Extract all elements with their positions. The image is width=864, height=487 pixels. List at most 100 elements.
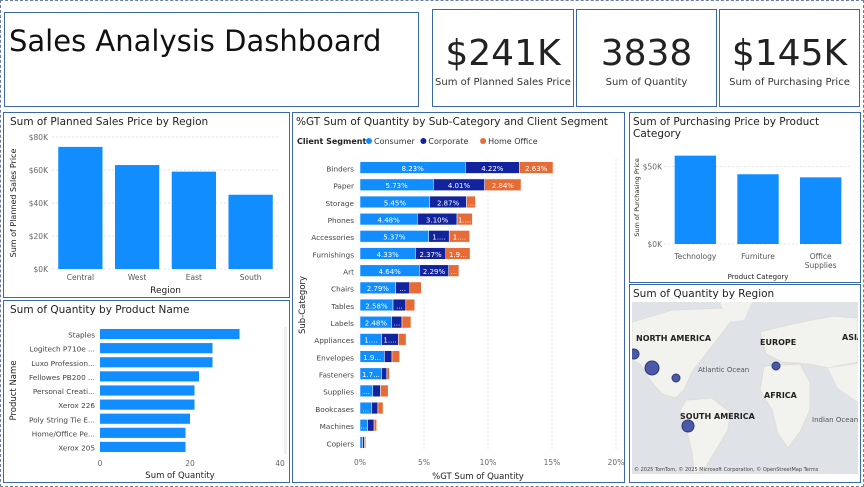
bar-east[interactable]	[171, 171, 217, 269]
subcategory-chart-panel[interactable]: %GT Sum of Quantity by Sub-Category and …	[292, 112, 625, 483]
kpi-card-quantity[interactable]: 3838 Sum of Quantity	[576, 9, 717, 107]
bar-segment[interactable]	[386, 367, 390, 380]
bar-segment[interactable]	[448, 264, 460, 277]
data-label: 2.84%	[492, 182, 515, 190]
y-tick-label: $80K	[29, 133, 49, 142]
data-label: 1....	[432, 234, 445, 242]
legend-item: Consumer	[374, 137, 416, 146]
bar-segment[interactable]	[445, 247, 471, 260]
purchasing-bar-chart[interactable]: $0K $50K Technology Furniture OfficeSupplies…	[630, 113, 860, 282]
kpi-card-purchasing[interactable]: $145K Sum of Purchasing Price	[719, 9, 860, 107]
x-tick-label: Furniture	[741, 252, 775, 261]
bar-segment[interactable]	[377, 401, 384, 415]
bar-product[interactable]	[100, 343, 213, 354]
bar-segment[interactable]	[401, 316, 412, 329]
data-label: 2.79%	[367, 285, 390, 293]
data-label: 1.9...	[449, 251, 467, 259]
bar-segment[interactable]	[405, 298, 416, 312]
y-axis-title: Sub-Category	[298, 276, 308, 334]
y-tick-label: Furnishings	[313, 250, 355, 259]
bar-segment[interactable]	[448, 230, 470, 243]
bar-product[interactable]	[100, 371, 199, 382]
bar-segment[interactable]	[409, 281, 422, 294]
map-attribution[interactable]: © 2025 TomTom, © 2025 Microsoft Corporat…	[634, 466, 819, 473]
bar-product[interactable]	[100, 413, 190, 424]
map-bubble-west[interactable]	[632, 348, 640, 360]
bar-product[interactable]	[100, 385, 195, 396]
bar-south[interactable]	[228, 194, 273, 269]
bar-category[interactable]	[737, 174, 779, 244]
europe-landmass	[759, 315, 858, 369]
x-axis-title: %GT Sum of Quantity	[432, 472, 524, 482]
data-label: ...	[399, 285, 406, 293]
product-chart-panel[interactable]: Sum of Quantity by Product Name 0 20 40 Sta…	[3, 300, 290, 483]
y-tick-label: Tables	[330, 302, 354, 311]
kpi-card-planned-sales[interactable]: $241K Sum of Planned Sales Price	[432, 9, 574, 107]
y-tick-label: Machines	[320, 422, 355, 431]
bar-segment[interactable]	[372, 384, 381, 397]
bar-product[interactable]	[100, 399, 195, 410]
y-tick-label: Home/Office Pe...	[32, 429, 95, 438]
bar-segment[interactable]	[364, 436, 367, 449]
x-tick-label: East	[186, 273, 202, 282]
x-tick-label: 10%	[480, 458, 497, 467]
product-bar-chart[interactable]: 0 20 40 Staples Logitech P710e ... Luxo Profe…	[4, 301, 289, 482]
data-label: 4.33%	[377, 251, 400, 259]
map-bubble-central[interactable]	[644, 360, 660, 376]
y-tick-label: $50K	[643, 163, 663, 172]
scrollbar[interactable]	[284, 327, 287, 454]
data-label: 8.23%	[402, 165, 425, 173]
bar-segment[interactable]	[373, 419, 377, 432]
x-tick-label: South	[240, 273, 262, 282]
bar-segment[interactable]	[359, 436, 363, 449]
bar-segment[interactable]	[466, 195, 476, 209]
bar-segment[interactable]	[484, 178, 522, 191]
asia-landmass	[828, 364, 858, 402]
y-axis-title: Product Name	[9, 360, 19, 420]
bar-product[interactable]	[100, 357, 213, 368]
map-bubble-east[interactable]	[671, 373, 681, 383]
y-tick-label: Fellowes PB200 ...	[29, 373, 95, 382]
x-axis-title: Sum of Quantity	[145, 471, 214, 481]
legend-marker	[420, 138, 427, 144]
purchasing-chart-panel[interactable]: Sum of Purchasing Price by Product Categ…	[629, 112, 861, 283]
y-tick-label: Phones	[328, 216, 355, 225]
bar-product[interactable]	[100, 328, 240, 340]
bar-central[interactable]	[58, 146, 103, 269]
kpi-value: $145K	[731, 33, 848, 74]
data-label: 2.37%	[419, 251, 442, 259]
bar-segment[interactable]	[380, 384, 389, 397]
data-label: 2.29%	[423, 268, 446, 276]
bar-category[interactable]	[799, 177, 842, 244]
bar-west[interactable]	[114, 165, 160, 269]
bar-segment[interactable]	[519, 161, 554, 174]
map-panel[interactable]: Sum of Quantity by Region NORTH AMERICA …	[629, 284, 861, 483]
region-bar-chart[interactable]: $0K $20K $40K $60K $80K Central West East South R…	[4, 113, 289, 297]
bar-product[interactable]	[100, 427, 186, 438]
bar-segment[interactable]	[371, 401, 379, 415]
map-bubble-europe[interactable]	[771, 361, 781, 371]
greenland-landmass	[720, 302, 752, 322]
bar-segment[interactable]	[367, 419, 375, 432]
data-label: ...	[363, 388, 370, 396]
bar-category[interactable]	[674, 155, 717, 244]
bar-segment[interactable]	[381, 367, 388, 380]
legend-title: Client Segment	[297, 137, 366, 146]
bar-segment[interactable]	[384, 350, 393, 363]
x-axis-title: Region	[150, 286, 181, 296]
x-tick-label: 5%	[418, 458, 430, 467]
y-tick-label: Appliances	[314, 336, 354, 345]
bar-segment[interactable]	[362, 436, 365, 449]
bar-segment[interactable]	[398, 333, 407, 346]
map-bubble-south[interactable]	[681, 419, 695, 433]
subcategory-stacked-bar-chart[interactable]: Client Segment Consumer Corporate Home Offi…	[293, 113, 624, 482]
bar-segment[interactable]	[456, 213, 473, 226]
bar-product[interactable]	[100, 441, 186, 453]
data-label: 1.7...	[362, 371, 380, 379]
title-card: Sales Analysis Dashboard	[4, 12, 419, 107]
y-tick-label: $0K	[34, 265, 50, 274]
region-chart-panel[interactable]: Sum of Planned Sales Price by Region $0K…	[3, 112, 290, 298]
bar-segment[interactable]	[391, 350, 400, 363]
